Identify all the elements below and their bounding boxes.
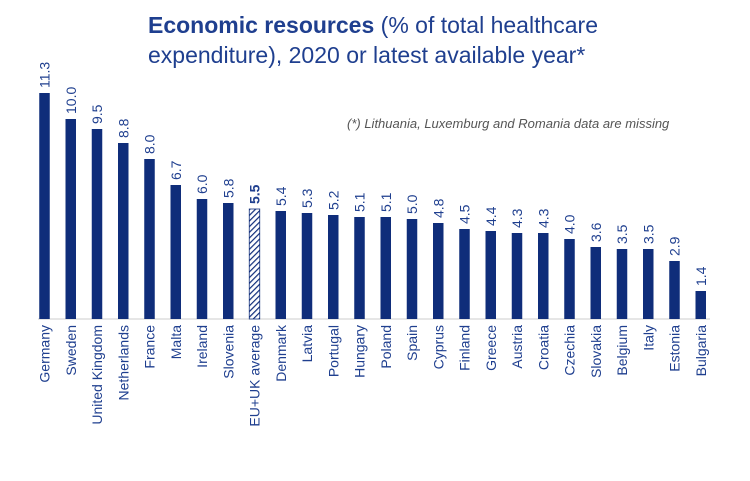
bar-hungary — [354, 217, 365, 319]
value-label-spain: 5.0 — [404, 194, 420, 214]
value-label-finland: 4.5 — [457, 204, 473, 224]
category-label-finland: Finland — [457, 325, 473, 371]
value-label-netherlands: 8.8 — [115, 118, 131, 138]
bar-ireland — [196, 199, 208, 319]
value-label-croatia: 4.3 — [535, 208, 551, 228]
missing-data-note: (*) Lithuania, Luxemburg and Romania dat… — [347, 116, 670, 131]
chart-title-line2: expenditure), 2020 or latest available y… — [148, 42, 586, 68]
value-label-austria: 4.3 — [509, 208, 525, 228]
value-label-hungary: 5.1 — [352, 192, 368, 212]
bar-finland — [459, 229, 470, 319]
category-label-germany: Germany — [37, 325, 53, 383]
value-label-eu-uk-average: 5.5 — [247, 184, 263, 204]
bar-slovakia — [590, 247, 601, 319]
category-label-estonia: Estonia — [667, 325, 683, 372]
category-label-croatia: Croatia — [535, 325, 551, 370]
bar-eu-uk-average — [248, 208, 261, 320]
value-label-czechia: 4.0 — [562, 214, 578, 234]
category-label-italy: Italy — [640, 325, 656, 351]
category-label-portugal: Portugal — [325, 325, 341, 377]
category-label-latvia: Latvia — [299, 325, 315, 363]
bar-bulgaria — [695, 291, 706, 319]
category-label-greece: Greece — [483, 325, 499, 371]
bar-austria — [511, 233, 523, 319]
value-label-latvia: 5.3 — [299, 188, 315, 208]
category-label-france: France — [142, 325, 158, 369]
bar-estonia — [669, 261, 680, 319]
chart-title-bold: Economic resources — [148, 12, 375, 38]
bar-malta — [170, 185, 181, 319]
value-label-malta: 6.7 — [168, 160, 184, 180]
category-label-poland: Poland — [378, 325, 394, 369]
bar-denmark — [275, 211, 286, 319]
value-label-france: 8.0 — [142, 134, 158, 154]
category-label-bulgaria: Bulgaria — [693, 325, 709, 377]
value-label-portugal: 5.2 — [325, 190, 341, 210]
bar-slovenia — [223, 203, 234, 319]
bar-poland — [380, 217, 391, 319]
bar-czechia — [564, 239, 575, 319]
bar-netherlands — [118, 143, 129, 319]
bar-belgium — [616, 249, 628, 319]
bar-croatia — [538, 233, 549, 319]
category-label-ireland: Ireland — [194, 325, 210, 368]
value-label-belgium: 3.5 — [614, 224, 630, 244]
value-label-slovenia: 5.8 — [220, 178, 236, 198]
chart-title: Economic resources (% of total healthcar… — [148, 10, 708, 70]
bar-italy — [643, 249, 654, 319]
category-label-netherlands: Netherlands — [115, 325, 131, 401]
category-label-malta: Malta — [168, 325, 184, 359]
bar-spain — [406, 219, 418, 319]
value-label-denmark: 5.4 — [273, 186, 289, 206]
category-label-belgium: Belgium — [614, 325, 630, 376]
category-label-czechia: Czechia — [562, 325, 578, 376]
value-label-germany: 11.3 — [37, 62, 53, 88]
value-label-cyprus: 4.8 — [430, 198, 446, 218]
value-label-greece: 4.4 — [483, 206, 499, 226]
value-label-poland: 5.1 — [378, 192, 394, 212]
value-label-united-kingdom: 9.5 — [89, 104, 105, 124]
chart-title-rest: (% of total healthcare — [374, 12, 598, 38]
bar-france — [144, 159, 155, 319]
bar-germany — [39, 93, 50, 319]
category-label-cyprus: Cyprus — [430, 325, 446, 369]
category-label-united-kingdom: United Kingdom — [89, 325, 105, 425]
bar-latvia — [301, 213, 313, 319]
bar-greece — [485, 231, 496, 319]
category-label-denmark: Denmark — [273, 324, 289, 382]
category-label-sweden: Sweden — [63, 325, 79, 376]
value-label-italy: 3.5 — [640, 224, 656, 244]
bar-cyprus — [433, 223, 444, 319]
bar-portugal — [328, 215, 339, 319]
value-label-slovakia: 3.6 — [588, 222, 604, 242]
category-label-hungary: Hungary — [352, 325, 368, 378]
category-label-spain: Spain — [404, 325, 420, 361]
category-label-slovakia: Slovakia — [588, 325, 604, 378]
value-label-sweden: 10.0 — [63, 87, 79, 114]
value-label-estonia: 2.9 — [667, 236, 683, 256]
category-label-eu-uk-average: EU+UK average — [247, 325, 263, 427]
category-label-slovenia: Slovenia — [220, 325, 236, 379]
value-label-bulgaria: 1.4 — [693, 266, 709, 286]
bar-united-kingdom — [91, 129, 103, 319]
category-label-austria: Austria — [509, 325, 525, 369]
bar-sweden — [65, 119, 76, 319]
value-label-ireland: 6.0 — [194, 174, 210, 194]
